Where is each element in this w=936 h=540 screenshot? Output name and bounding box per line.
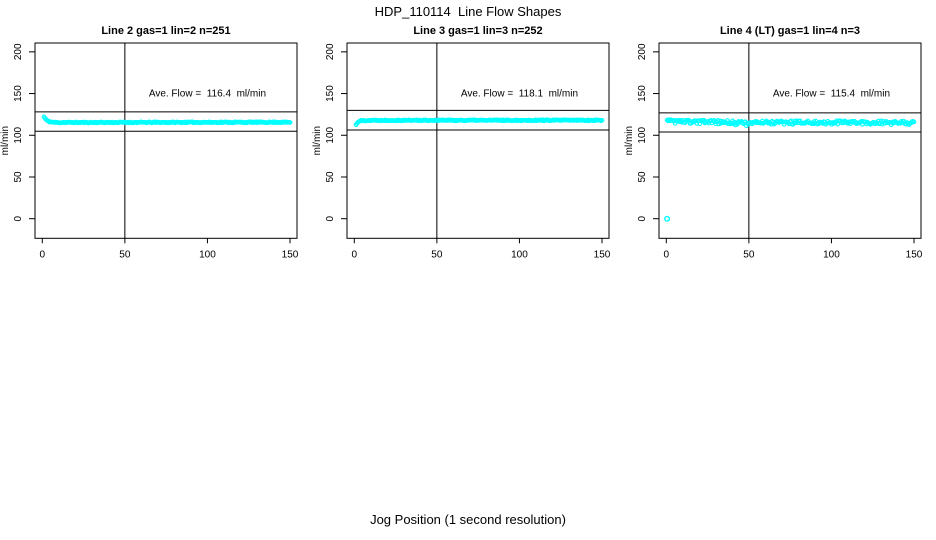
panels-row: Line 2 gas=1 lin=2 n=251 0 50 100 150 0 50 100 1… bbox=[0, 20, 936, 280]
x-tick-label: 0 bbox=[664, 249, 670, 260]
x-tick-label: 50 bbox=[431, 249, 443, 260]
y-tick-label: 0 bbox=[325, 215, 336, 221]
x-tick-label: 150 bbox=[906, 249, 923, 260]
data-point bbox=[911, 119, 917, 125]
y-axis-title: ml/min bbox=[624, 126, 635, 155]
y-tick-label: 50 bbox=[13, 171, 24, 183]
y-tick-label: 100 bbox=[325, 126, 336, 143]
scatter-plot: Line 2 gas=1 lin=2 n=251 0 50 100 150 0 50 100 1… bbox=[0, 25, 299, 260]
data-points-series bbox=[664, 117, 917, 222]
data-points-series bbox=[41, 114, 293, 126]
plot-panel: Line 2 gas=1 lin=2 n=251 0 50 100 150 0 50 100 1… bbox=[0, 20, 312, 280]
y-tick-label: 200 bbox=[325, 43, 336, 60]
x-tick-label: 50 bbox=[743, 249, 755, 260]
x-tick-label: 100 bbox=[511, 249, 528, 260]
plot-panel: Line 4 (LT) gas=1 lin=4 n=3 0 50 100 150 0 50 1… bbox=[624, 20, 936, 280]
y-tick-label: 150 bbox=[637, 85, 648, 102]
y-tick-label: 150 bbox=[325, 85, 336, 102]
data-point bbox=[839, 120, 844, 126]
data-points-series bbox=[353, 117, 605, 128]
data-point bbox=[708, 118, 714, 123]
plot-box bbox=[34, 42, 298, 239]
x-tick-label: 0 bbox=[40, 249, 46, 260]
y-axis-title: ml/min bbox=[312, 126, 323, 155]
x-tick-label: 150 bbox=[282, 249, 299, 260]
panel-title: Line 4 (LT) gas=1 lin=4 n=3 bbox=[720, 25, 860, 37]
panel-title: Line 2 gas=1 lin=2 n=251 bbox=[101, 25, 230, 37]
y-tick-label: 50 bbox=[637, 171, 648, 183]
scatter-plot: Line 3 gas=1 lin=3 n=252 0 50 100 150 0 50 100 1… bbox=[312, 25, 611, 260]
y-tick-label: 100 bbox=[13, 126, 24, 143]
y-tick-label: 150 bbox=[13, 85, 24, 102]
y-tick-label: 100 bbox=[637, 126, 648, 143]
data-point bbox=[599, 118, 605, 123]
y-tick-label: 200 bbox=[637, 43, 648, 60]
y-tick-label: 200 bbox=[13, 43, 24, 60]
plot-box bbox=[658, 42, 922, 239]
ave-flow-annotation: Ave. Flow = 116.4 ml/min bbox=[149, 89, 266, 100]
data-point bbox=[287, 120, 293, 125]
y-axis-title: ml/min bbox=[0, 126, 11, 155]
plot-panel: Line 3 gas=1 lin=3 n=252 0 50 100 150 0 50 100 1… bbox=[312, 20, 624, 280]
x-tick-label: 50 bbox=[119, 249, 131, 260]
y-tick-label: 50 bbox=[325, 171, 336, 183]
panel-title: Line 3 gas=1 lin=3 n=252 bbox=[413, 25, 542, 37]
x-tick-label: 150 bbox=[594, 249, 611, 260]
x-tick-label: 0 bbox=[352, 249, 358, 260]
plot-box bbox=[346, 42, 610, 239]
ave-flow-annotation: Ave. Flow = 118.1 ml/min bbox=[461, 89, 578, 100]
y-tick-label: 0 bbox=[13, 215, 24, 221]
scatter-plot: Line 4 (LT) gas=1 lin=4 n=3 0 50 100 150 0 50 1… bbox=[624, 25, 923, 260]
outlier-point bbox=[664, 215, 671, 222]
y-tick-label: 0 bbox=[637, 215, 648, 221]
ave-flow-annotation: Ave. Flow = 115.4 ml/min bbox=[773, 89, 890, 100]
figure-title: HDP_110114 Line Flow Shapes bbox=[374, 4, 562, 19]
x-axis-label: Jog Position (1 second resolution) bbox=[370, 512, 566, 527]
x-tick-label: 100 bbox=[199, 249, 216, 260]
x-tick-label: 100 bbox=[823, 249, 840, 260]
